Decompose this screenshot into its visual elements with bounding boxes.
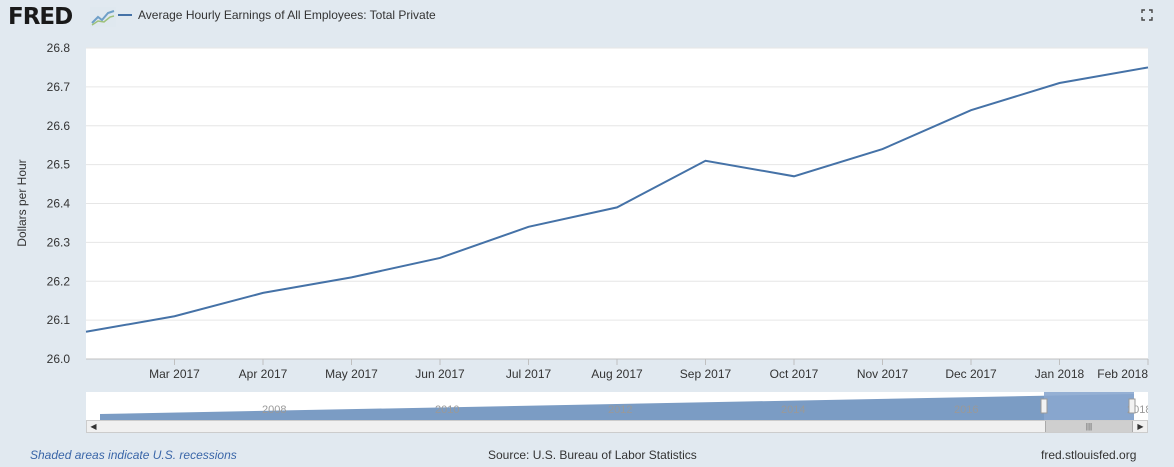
source-text: Source: U.S. Bureau of Labor Statistics — [488, 448, 697, 462]
y-axis-label: Dollars per Hour — [15, 159, 29, 246]
navigator-handle-right[interactable] — [1128, 398, 1136, 414]
fred-chart-icon — [90, 7, 116, 27]
y-tick-label: 26.1 — [47, 313, 71, 327]
navigator-handle-left[interactable] — [1040, 398, 1048, 414]
navigator-year-label: 2014 — [781, 404, 805, 416]
range-navigator[interactable]: 200820102012201420162018 — [86, 392, 1148, 420]
chart-footer: Shaded areas indicate U.S. recessions So… — [0, 444, 1174, 467]
legend-label[interactable]: Average Hourly Earnings of All Employees… — [138, 8, 436, 22]
legend-swatch — [118, 14, 132, 16]
y-tick-label: 26.2 — [47, 274, 71, 288]
legend: Average Hourly Earnings of All Employees… — [118, 8, 436, 22]
x-tick-label: Oct 2017 — [770, 367, 819, 381]
fullscreen-icon[interactable] — [1140, 8, 1154, 22]
site-link[interactable]: fred.stlouisfed.org — [1041, 448, 1137, 462]
x-tick-label: May 2017 — [325, 367, 378, 381]
navigator-year-label: 2012 — [608, 404, 632, 416]
recession-note: Shaded areas indicate U.S. recessions — [30, 448, 237, 462]
fred-logo[interactable]: FRED — [8, 4, 73, 30]
navigator-year-label: 2016 — [954, 404, 978, 416]
x-tick-label: Feb 2018 — [1097, 367, 1148, 381]
x-tick-label: Jul 2017 — [506, 367, 552, 381]
scrollbar-thumb[interactable]: ||| — [1045, 421, 1133, 432]
x-tick-label: Aug 2017 — [591, 367, 643, 381]
x-tick-label: Jun 2017 — [415, 367, 465, 381]
y-tick-label: 26.7 — [47, 80, 71, 94]
navigator-year-label: 2008 — [262, 404, 286, 416]
x-tick-label: Jan 2018 — [1035, 367, 1085, 381]
series-group — [85, 66, 1149, 333]
x-tick-label: Sep 2017 — [680, 367, 732, 381]
x-tick-label: Mar 2017 — [149, 367, 200, 381]
y-axis: 26.0 26.1 26.2 26.3 26.4 26.5 26.6 26.7 26.8 — [47, 41, 71, 366]
navigator-selected-range[interactable] — [1044, 392, 1134, 420]
line-chart: 26.0 26.1 26.2 26.3 26.4 26.5 26.6 26.7 26.8 Mar… — [15, 41, 1149, 381]
x-axis: Mar 2017 Apr 2017 May 2017 Jun 2017 Jul 2017… — [86, 358, 1149, 381]
x-tick-label: Dec 2017 — [945, 367, 997, 381]
y-tick-label: 26.6 — [47, 119, 71, 133]
scroll-right-icon[interactable]: ▶ — [1137, 422, 1144, 431]
x-tick-label: Nov 2017 — [857, 367, 909, 381]
scrollbar[interactable]: ◀ ||| ▶ — [86, 420, 1148, 433]
y-tick-label: 26.5 — [47, 158, 71, 172]
y-tick-label: 26.4 — [47, 197, 71, 211]
x-tick-label: Apr 2017 — [239, 367, 288, 381]
navigator-year-label: 2010 — [435, 404, 459, 416]
y-tick-label: 26.8 — [47, 41, 71, 55]
navigator-area — [100, 394, 1134, 420]
y-tick-label: 26.3 — [47, 235, 71, 249]
series-line[interactable] — [85, 66, 1149, 333]
y-tick-label: 26.0 — [47, 352, 71, 366]
chart-header: FRED Average Hourly Earnings of All Empl… — [0, 0, 1174, 38]
scroll-left-icon[interactable]: ◀ — [90, 422, 97, 431]
